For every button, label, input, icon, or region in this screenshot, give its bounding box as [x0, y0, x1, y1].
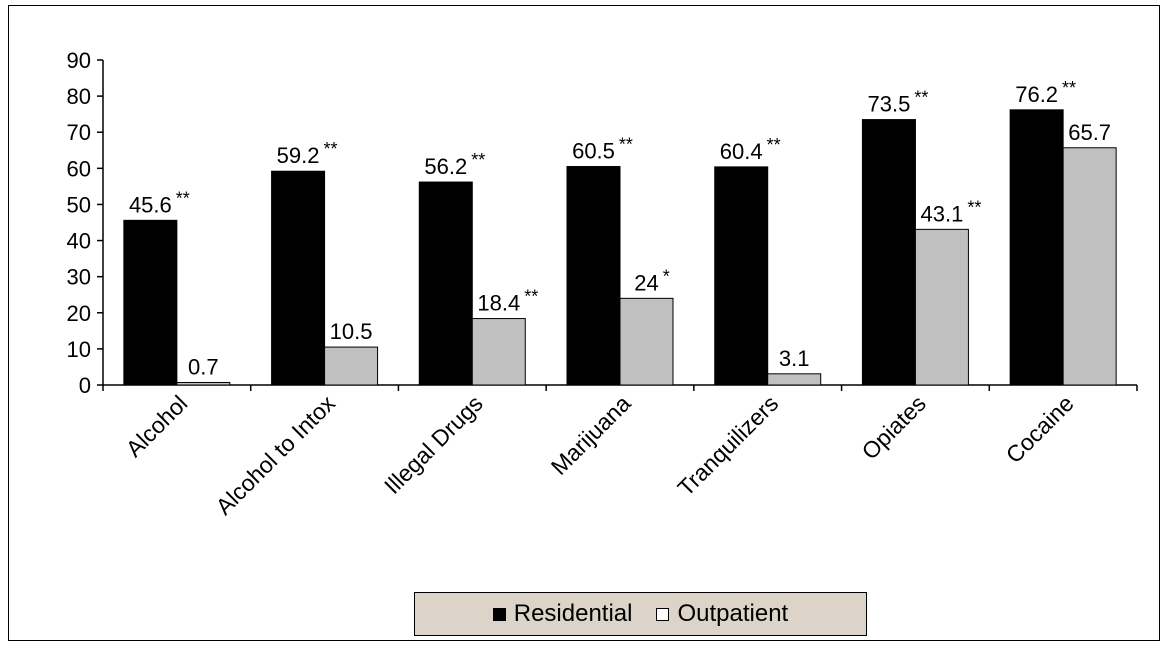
y-tick-label: 0: [79, 373, 91, 398]
bar-outpatient-opiates: [914, 228, 969, 386]
legend-swatch-outpatient: [656, 607, 670, 621]
bar-residential-opiates: [861, 119, 916, 386]
significance-marker-residential-alcohol: **: [176, 188, 190, 208]
legend-label-residential: Residential: [513, 600, 633, 627]
significance-marker-outpatient-opiates: **: [967, 197, 981, 217]
bar-outpatient-illegal-drugs: [471, 318, 526, 386]
x-category-label-tranquilizers: Tranquilizers: [672, 390, 783, 501]
significance-marker-outpatient-illegal-drugs: **: [524, 287, 538, 307]
y-tick-label: 60: [67, 156, 91, 181]
significance-marker-residential-cocaine: **: [1062, 78, 1076, 98]
x-category-label-opiates: Opiates: [857, 390, 931, 464]
significance-marker-residential-marijuana: **: [619, 135, 633, 155]
bar-residential-illegal-drugs: [418, 181, 473, 386]
x-category-label-alcohol: Alcohol: [121, 390, 193, 462]
significance-marker-residential-tranquilizers: **: [767, 135, 781, 155]
significance-marker-outpatient-marijuana: *: [663, 266, 670, 286]
x-category-label-cocaine: Cocaine: [1001, 390, 1079, 468]
data-label-outpatient-opiates: 43.1: [921, 201, 964, 226]
y-tick-label: 30: [67, 265, 91, 290]
y-tick-label: 80: [67, 84, 91, 109]
legend-label-outpatient: Outpatient: [677, 600, 789, 627]
data-label-residential-alcohol-to-intox: 59.2: [277, 143, 320, 168]
data-label-residential-opiates: 73.5: [868, 92, 911, 117]
data-label-outpatient-illegal-drugs: 18.4: [477, 291, 520, 316]
bar-outpatient-cocaine: [1062, 147, 1117, 386]
y-tick-label: 40: [67, 229, 91, 254]
data-label-residential-alcohol: 45.6: [129, 192, 172, 217]
bar-residential-tranquilizers: [714, 166, 769, 386]
data-label-residential-tranquilizers: 60.4: [720, 139, 763, 164]
data-label-outpatient-alcohol-to-intox: 10.5: [330, 319, 373, 344]
data-label-residential-marijuana: 60.5: [572, 139, 615, 164]
bar-residential-cocaine: [1009, 109, 1064, 386]
data-label-outpatient-tranquilizers: 3.1: [779, 346, 810, 371]
data-label-outpatient-alcohol: 0.7: [188, 354, 219, 379]
bar-residential-marijuana: [566, 166, 621, 386]
x-category-label-alcohol-to-intox: Alcohol to Intox: [211, 390, 341, 520]
legend-swatch-residential: [492, 607, 506, 621]
legend: Residential Outpatient: [414, 592, 867, 636]
legend-item-residential: Residential: [492, 600, 633, 628]
y-tick-label: 10: [67, 337, 91, 362]
y-tick-label: 90: [67, 48, 91, 73]
bar-outpatient-alcohol-to-intox: [324, 346, 379, 386]
significance-marker-residential-illegal-drugs: **: [471, 150, 485, 170]
data-label-residential-cocaine: 76.2: [1015, 82, 1058, 107]
y-tick-label: 50: [67, 192, 91, 217]
bar-residential-alcohol-to-intox: [271, 170, 326, 386]
x-category-label-illegal-drugs: Illegal Drugs: [379, 390, 488, 499]
y-tick-label: 20: [67, 301, 91, 326]
data-label-outpatient-marijuana: 24: [634, 270, 658, 295]
bar-outpatient-tranquilizers: [767, 373, 822, 386]
chart-frame: 0 10 20 30 40 50 60 70 80 90 45.6 ** 0.7 Alcohol 59.2 *…: [8, 5, 1160, 641]
significance-marker-residential-alcohol-to-intox: **: [323, 139, 337, 159]
y-tick-label: 70: [67, 120, 91, 145]
bar-outpatient-alcohol: [176, 381, 231, 386]
x-category-label-marijuana: Marijuana: [546, 390, 636, 480]
bar-outpatient-marijuana: [619, 297, 674, 386]
data-label-residential-illegal-drugs: 56.2: [424, 154, 467, 179]
significance-marker-residential-opiates: **: [914, 88, 928, 108]
data-label-outpatient-cocaine: 65.7: [1068, 120, 1111, 145]
bar-residential-alcohol: [123, 219, 178, 386]
legend-item-outpatient: Outpatient: [656, 600, 788, 628]
